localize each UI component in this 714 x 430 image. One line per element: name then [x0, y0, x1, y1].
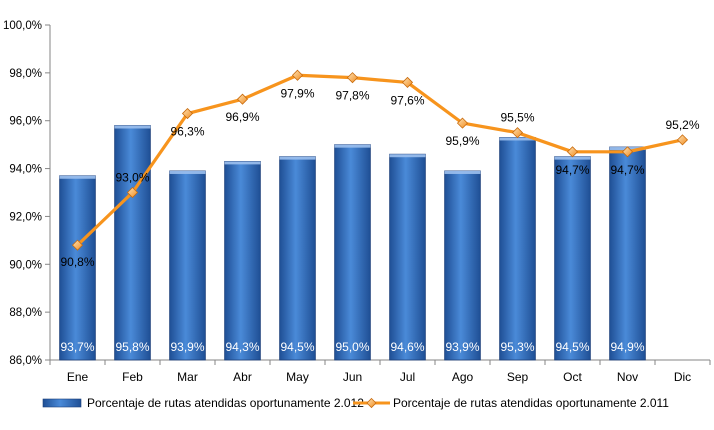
legend-label-2011: Porcentaje de rutas atendidas oportuname… — [393, 396, 669, 410]
bar-data-label: 94,5% — [555, 340, 589, 354]
y-axis: 86,0% 88,0% 90,0% 92,0% 94,0% 96,0% 98,0% 100,0… — [3, 20, 51, 367]
bar-highlight — [114, 125, 151, 129]
x-tick-label: May — [286, 370, 309, 384]
line-point-marker — [621, 146, 634, 158]
x-tick-label: Ago — [452, 370, 474, 384]
y-tick-label: 94,0% — [9, 164, 42, 176]
y-tick-label: 92,0% — [9, 211, 42, 223]
bar-data-label: 93,9% — [170, 340, 204, 354]
bar-highlight — [444, 170, 481, 174]
bar-highlight — [59, 175, 96, 179]
bar-data-label: 95,0% — [335, 340, 369, 354]
bar-highlight — [554, 156, 591, 160]
line-data-label: 97,9% — [280, 86, 314, 100]
bar-data-label: 94,9% — [610, 340, 644, 354]
line-data-label: 94,7% — [610, 163, 644, 177]
bar-highlight — [499, 137, 536, 141]
y-tick-label: 88,0% — [9, 307, 42, 319]
bar-data-label: 93,7% — [60, 340, 94, 354]
x-tick-label: Ene — [67, 370, 89, 384]
bar-data-label: 94,6% — [390, 340, 424, 354]
bar — [59, 175, 96, 361]
bar-highlight — [334, 144, 371, 148]
x-tick-label: Nov — [617, 370, 638, 384]
line-point-marker — [126, 186, 139, 199]
bar-data-label: 94,5% — [280, 340, 314, 354]
line-data-label: 90,8% — [60, 255, 94, 269]
line-point-marker — [71, 239, 84, 251]
line-path — [76, 73, 683, 247]
y-tick-label: 96,0% — [9, 116, 42, 128]
bar — [444, 170, 481, 361]
line-point-marker — [181, 107, 194, 120]
bar-highlight — [169, 170, 206, 174]
legend: Porcentaje de rutas atendidas oportuname… — [42, 396, 669, 410]
line-data-label: 95,9% — [445, 134, 479, 148]
bar — [224, 160, 261, 361]
bar-highlight — [224, 161, 261, 165]
y-tick-label: 86,0% — [9, 355, 42, 367]
line-data-label: 97,8% — [335, 89, 369, 103]
x-tick-label: Dic — [674, 370, 691, 384]
line-data-label: 95,2% — [665, 118, 699, 132]
bar — [334, 144, 371, 361]
bar-data-label: 95,8% — [115, 340, 149, 354]
y-tick-label: 100,0% — [3, 20, 42, 32]
x-tick-label: Mar — [177, 370, 198, 384]
x-tick-label: Oct — [563, 370, 582, 384]
y-tick-label: 98,0% — [9, 68, 42, 80]
x-tick-label: Jul — [400, 370, 415, 384]
y-tick-label: 90,0% — [9, 259, 42, 271]
bar — [554, 156, 591, 361]
x-axis: Ene Feb Mar Abr May Jun Jul Ago Sep Oct Nov Dic — [49, 359, 711, 384]
line-point-marker — [291, 69, 304, 81]
bar — [499, 137, 536, 361]
bar-series-2012: 93,7% 95,8% 93,9% 94,3% 94,5% 95,0% 94,6% 93,9%… — [59, 125, 646, 361]
bar — [169, 170, 206, 361]
x-tick-label: Abr — [233, 370, 252, 384]
line-data-label: 96,9% — [225, 110, 259, 124]
x-tick-label: Sep — [507, 370, 529, 384]
bar-data-label: 93,9% — [445, 340, 479, 354]
line-data-label: 94,7% — [555, 163, 589, 177]
line-data-label: 95,5% — [500, 111, 534, 125]
line-point-marker — [401, 76, 414, 88]
line-point-marker — [676, 134, 689, 146]
bar-highlight — [279, 156, 316, 160]
line-point-marker — [566, 146, 579, 158]
bar — [114, 125, 151, 361]
bar — [279, 156, 316, 361]
x-tick-label: Feb — [122, 370, 143, 384]
line-point-marker — [511, 127, 524, 139]
legend-bar-swatch — [42, 398, 82, 408]
line-point-marker — [236, 93, 249, 105]
bar — [609, 146, 646, 361]
x-tick-label: Jun — [343, 370, 362, 384]
legend-marker — [366, 397, 377, 409]
bar-data-label: 95,3% — [500, 340, 534, 354]
bar-highlight — [389, 154, 426, 158]
bar — [389, 153, 426, 361]
line-series-2011: 90,8% 93,0% 96,3% 96,9% 97,9% 97,8% 97,6% 95,9%… — [60, 69, 700, 269]
line-point-marker — [456, 117, 469, 129]
line-data-label: 96,3% — [170, 125, 204, 139]
line-data-label: 97,6% — [390, 93, 424, 107]
legend-label-2012: Porcentaje de rutas atendidas oportuname… — [87, 396, 364, 410]
bar-data-label: 94,3% — [225, 340, 259, 354]
line-point-marker — [346, 72, 359, 84]
line-data-label: 93,0% — [115, 171, 149, 185]
